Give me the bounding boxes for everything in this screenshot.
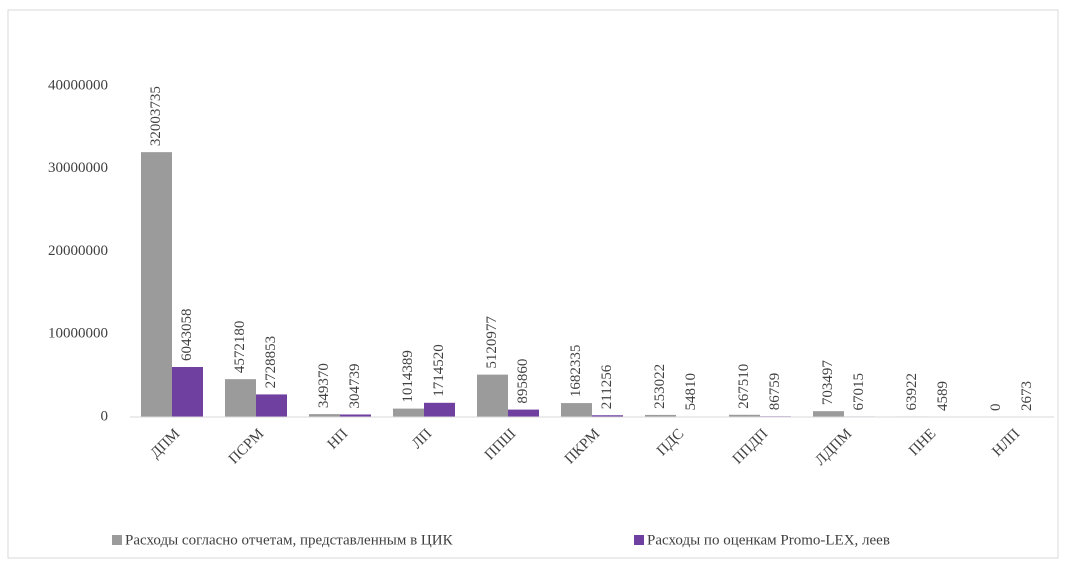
x-tick-label: ЛДПМ — [812, 426, 855, 469]
value-label: 1714520 — [431, 344, 447, 397]
value-label: 4572180 — [232, 321, 248, 374]
legend-swatch — [634, 535, 644, 545]
legend-label: Расходы по оценкам Promo-LEX, леев — [647, 532, 890, 548]
x-tick-label: ППДП — [730, 426, 772, 468]
chart-border — [7, 9, 1059, 559]
bar — [729, 414, 760, 417]
bar — [424, 402, 455, 417]
bar — [340, 414, 371, 417]
x-tick-label: ЛП — [409, 426, 435, 452]
y-tick-label: 10000000 — [48, 326, 108, 342]
value-label: 211256 — [599, 364, 615, 409]
x-tick-label: ППШ — [482, 426, 519, 463]
bar — [141, 152, 172, 417]
x-tick-label: НП — [325, 426, 352, 453]
value-label: 54810 — [683, 373, 699, 411]
value-label: 5120977 — [484, 316, 500, 369]
bar — [309, 414, 340, 417]
bar — [592, 415, 623, 417]
x-tick-label: ПДС — [654, 426, 687, 459]
y-tick-label: 20000000 — [48, 243, 108, 259]
value-label: 703497 — [820, 360, 836, 406]
value-label: 1682335 — [568, 345, 584, 398]
bar — [225, 379, 256, 417]
legend-swatch — [112, 535, 122, 545]
x-tick-label: ДПМ — [148, 426, 184, 462]
bar — [477, 374, 508, 417]
value-label: 304739 — [347, 363, 363, 408]
x-tick-label: НЛП — [989, 426, 1023, 460]
x-tick-label: ПНЕ — [906, 426, 939, 459]
value-label: 2673 — [1019, 381, 1035, 411]
y-tick-label: 0 — [101, 408, 109, 424]
bar — [393, 408, 424, 417]
value-label: 2728853 — [263, 336, 279, 389]
value-label: 0 — [988, 404, 1004, 412]
value-label: 349370 — [316, 363, 332, 408]
y-tick-label: 40000000 — [48, 77, 108, 93]
value-label: 895860 — [515, 359, 531, 404]
x-tick-label: ПКРМ — [562, 426, 603, 467]
value-label: 67015 — [851, 373, 867, 411]
y-tick-label: 30000000 — [48, 160, 108, 176]
bar — [508, 409, 539, 417]
bar — [813, 411, 844, 417]
bar — [561, 403, 592, 417]
bar — [172, 366, 203, 417]
legend-label: Расходы согласно отчетам, представленным… — [125, 532, 454, 548]
value-label: 1014389 — [400, 350, 416, 403]
value-label: 4589 — [935, 381, 951, 411]
value-label: 6043058 — [179, 308, 195, 361]
value-label: 267510 — [736, 364, 752, 409]
value-label: 253022 — [652, 364, 668, 409]
bar — [645, 414, 676, 417]
value-label: 86759 — [767, 373, 783, 411]
bar — [256, 394, 287, 417]
x-tick-label: ПСРМ — [226, 426, 267, 467]
value-label: 32003735 — [148, 86, 164, 146]
value-label: 63922 — [904, 373, 920, 411]
